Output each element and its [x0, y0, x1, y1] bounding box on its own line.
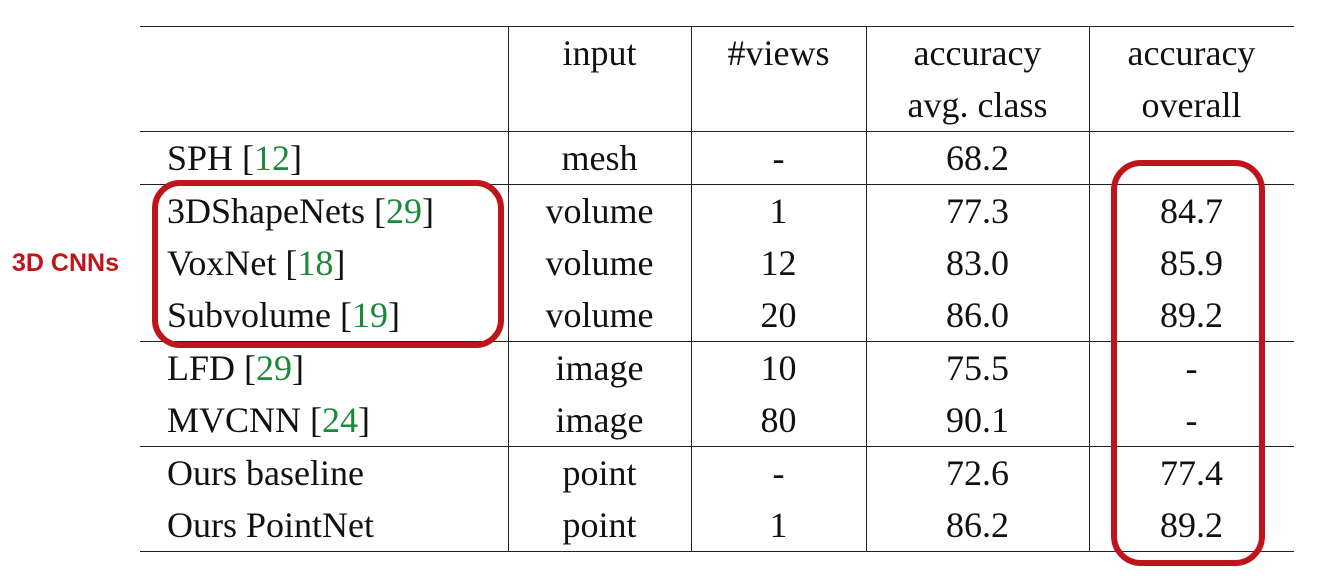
cell-accuracy-overall: 85.9 [1088, 237, 1294, 289]
header-accuracy-avg-class: accuracy avg. class [865, 26, 1089, 132]
cell-accuracy-overall: - [1088, 341, 1294, 394]
method-name: Ours PointNet [167, 505, 374, 545]
citation-ref: 19 [352, 295, 389, 335]
cell-input: mesh [507, 131, 691, 185]
cell-views: 1 [690, 184, 866, 237]
cell-input: image [507, 341, 691, 394]
cell-accuracy-overall: 84.7 [1088, 184, 1294, 237]
table-row: Subvolume [19] volume 20 86.0 89.2 [140, 289, 1294, 342]
method-name: Ours baseline [167, 453, 364, 493]
header-accuracy-overall: accuracy overall [1088, 26, 1294, 132]
cell-input: image [507, 394, 691, 447]
cell-input: point [507, 499, 691, 552]
table-header-row: input #views accuracy avg. class accurac… [140, 26, 1294, 132]
table-body: SPH [12] mesh -68.2 3DShapeNets [29] volume 1… [140, 131, 1294, 552]
citation-ref: 29 [385, 191, 422, 231]
cell-method: LFD [29] [140, 341, 508, 394]
cell-views: 80 [690, 394, 866, 447]
cell-accuracy-overall: 77.4 [1088, 446, 1294, 499]
table-row: Ours PointNet point 1 86.2 89.2 [140, 499, 1294, 552]
header-views: #views [690, 26, 866, 132]
table-row: Ours baseline point -72.6 77.4 [140, 446, 1294, 499]
table-row: SPH [12] mesh -68.2 [140, 131, 1294, 185]
cell-input: point [507, 446, 691, 499]
citation-ref: 18 [297, 243, 334, 283]
cell-input: volume [507, 184, 691, 237]
cell-accuracy-avg-class: 86.0 [865, 289, 1089, 342]
cell-method: SPH [12] [140, 131, 508, 185]
cell-input: volume [507, 237, 691, 289]
table-row: MVCNN [24] image 80 90.1- [140, 394, 1294, 447]
cell-accuracy-avg-class: 77.3 [865, 184, 1089, 237]
cell-views: 1 [690, 499, 866, 552]
method-name: VoxNet [167, 243, 286, 283]
3d-cnns-callout-label: 3D CNNs [12, 249, 119, 277]
cell-accuracy-overall: 89.2 [1088, 289, 1294, 342]
cell-accuracy-avg-class: 83.0 [865, 237, 1089, 289]
cell-views: - [690, 131, 866, 185]
citation-ref: 24 [322, 400, 359, 440]
method-name: MVCNN [167, 400, 311, 440]
cell-accuracy-avg-class: 72.6 [865, 446, 1089, 499]
header-input: input [507, 26, 691, 132]
cell-method: MVCNN [24] [167, 400, 371, 440]
cell-views: 10 [690, 341, 866, 394]
cell-accuracy-overall [1088, 131, 1294, 185]
table-row: 3DShapeNets [29] volume 1 77.3 84.7 [140, 184, 1294, 237]
cell-accuracy-avg-class: 68.2 [865, 131, 1089, 185]
citation-ref: 29 [256, 348, 293, 388]
cell-method: Ours baseline [140, 446, 508, 499]
cell-method: Ours PointNet [140, 499, 508, 552]
cell-method: Subvolume [19] [167, 295, 401, 335]
cell-accuracy-avg-class: 86.2 [865, 499, 1089, 552]
cell-accuracy-overall: 89.2 [1088, 499, 1294, 552]
cell-views: 12 [690, 237, 866, 289]
classification-results-table: input #views accuracy avg. class accurac… [140, 26, 1294, 552]
table-row: LFD [29] image 10 75.5- [140, 341, 1294, 394]
cell-method: 3DShapeNets [29] [140, 184, 508, 237]
cell-accuracy-overall: - [1088, 394, 1294, 447]
method-name: LFD [167, 348, 245, 388]
cell-views: - [690, 446, 866, 499]
table-row: VoxNet [18] volume 12 83.0 85.9 [140, 237, 1294, 289]
citation-ref: 12 [254, 138, 291, 178]
cell-method: VoxNet [18] [167, 243, 346, 283]
header-method [140, 26, 508, 132]
cell-input: volume [507, 289, 691, 342]
method-name: Subvolume [167, 295, 341, 335]
cell-accuracy-avg-class: 75.5 [865, 341, 1089, 394]
cell-accuracy-avg-class: 90.1 [865, 394, 1089, 447]
method-name: 3DShapeNets [167, 191, 374, 231]
method-name: SPH [167, 138, 243, 178]
cell-views: 20 [690, 289, 866, 342]
